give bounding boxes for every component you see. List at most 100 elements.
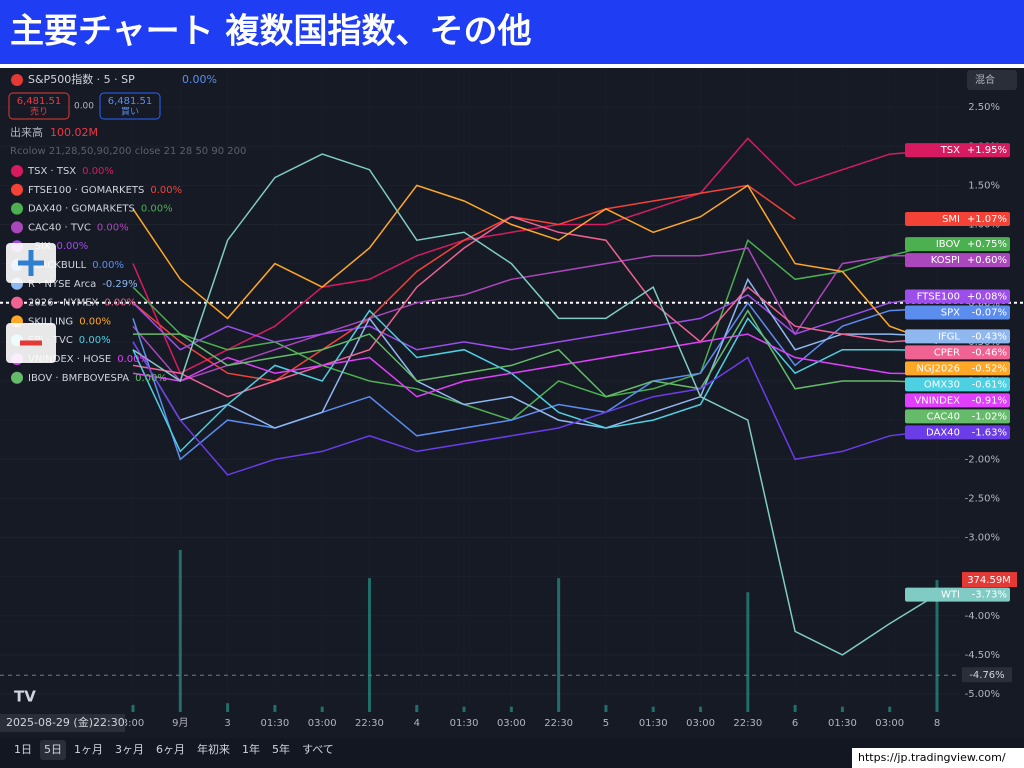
series-tag [905, 212, 1010, 227]
x-tick-label: 8 [934, 718, 940, 729]
legend-value: 0.00% [97, 222, 129, 233]
series-tag-value: +0.08% [967, 291, 1007, 302]
x-tick-label: 03:00 [497, 718, 526, 729]
period-button[interactable]: 1年 [242, 742, 260, 756]
legend-icon [11, 296, 23, 309]
series-tag-name: SPX [941, 307, 960, 318]
volume-tag [962, 572, 1017, 588]
y-tick-label: 2.50% [968, 102, 1000, 113]
x-tick-label: 9月 [172, 717, 188, 729]
period-button[interactable]: 1日 [14, 743, 32, 756]
series-tag-value: -0.61% [972, 379, 1007, 390]
legend-name: VNINDEX · HOSE [28, 354, 111, 365]
y-tick-label: -4.50% [965, 650, 1000, 661]
series-line [132, 153, 938, 656]
source-box [852, 748, 1024, 768]
x-tick-label: 5 [603, 718, 609, 729]
plot: 2.50%2.00%1.50%1.00%0.50%0.00%-0.50%-1.0… [0, 68, 1024, 729]
legend-value: 0.00% [82, 166, 114, 177]
volume-bar [604, 704, 608, 712]
volume-bar [935, 580, 939, 712]
series-line [132, 238, 938, 421]
series-tag-name: IBOV [936, 239, 960, 250]
period-button[interactable]: 6ヶ月 [156, 743, 185, 756]
series-tag-name: SMI [942, 214, 960, 225]
x-tick-label: 01:30 [828, 718, 857, 729]
volume-bar [557, 578, 561, 712]
symbol-change: 0.00% [182, 73, 217, 86]
legend-name: DAX40 · GOMARKETS [28, 204, 135, 215]
series-tag [905, 409, 1010, 424]
legend-value: 0.00% [92, 260, 124, 271]
series-tag-name: OMX30 [924, 379, 960, 390]
x-tick-label: 03:00 [875, 718, 904, 729]
scale-mode: 混合 [975, 73, 995, 86]
price-line-tag [962, 667, 1012, 683]
period-buttons: 1日 5日 1ヶ月 3ヶ月 6ヶ月 年初来 1年 5年 すべて [14, 740, 334, 760]
series-tag-value: +1.95% [967, 145, 1007, 156]
sell-price: 6,481.51 [17, 96, 62, 107]
buy-button[interactable] [99, 92, 161, 120]
series-tag-value: -1.02% [972, 411, 1007, 422]
x-tick-label: 3:00 [122, 718, 144, 729]
series-tag [905, 587, 1010, 602]
legend-name: BLACKBULL [28, 260, 87, 271]
chart-bg [0, 68, 1024, 738]
volume-bar [367, 578, 371, 712]
series-line [132, 333, 938, 398]
period-button[interactable]: 5日 [44, 743, 62, 756]
period-button[interactable]: 5年 [272, 742, 290, 756]
series-tag-value: -0.07% [972, 307, 1007, 318]
scale-mode-button[interactable] [967, 70, 1017, 90]
series-line [132, 341, 938, 476]
period-button[interactable]: すべて [302, 743, 334, 756]
x-tick-label: 03:00 [686, 718, 715, 729]
legend-name: IBOV · BMFBOVESPA [28, 373, 129, 384]
period-active [40, 740, 66, 760]
series-tag-name: VNINDEX [914, 395, 960, 406]
buy-price: 6,481.51 [108, 96, 153, 107]
header-bar [0, 0, 1024, 64]
legend-name: FTSE100 · GOMARKETS [28, 185, 144, 196]
series-tag-value: -0.91% [972, 395, 1007, 406]
y-tick-label: -4.00% [965, 611, 1000, 622]
series-line [132, 184, 938, 345]
crosshair-time: 22:30 [93, 716, 125, 729]
symbol-icon [11, 74, 23, 86]
x-tick-label: 22:30 [733, 718, 762, 729]
period-button[interactable]: 1ヶ月 [74, 743, 103, 756]
volume-label: 出来高 [10, 125, 43, 139]
series-line [132, 277, 938, 429]
legend-value: -0.29% [102, 279, 137, 290]
series-tag [905, 377, 1010, 392]
series-tag [905, 425, 1010, 440]
series-tag [905, 393, 1010, 408]
series-tag [905, 329, 1010, 344]
spread: 0.00 [74, 102, 94, 112]
legend-value: 0.00% [104, 298, 136, 309]
legend-value: 0.00% [135, 373, 167, 384]
series-tag-name: TSX [940, 145, 960, 156]
period-button[interactable]: 3ヶ月 [115, 743, 144, 756]
legend-icon [11, 202, 23, 215]
crosshair-date: 2025-08-29 (金) [6, 715, 93, 729]
series-tag-name: NGJ2026 [916, 363, 960, 374]
sell-button[interactable] [8, 92, 70, 120]
legend-name: 2026 · NYMEX [28, 298, 99, 309]
x-tick-label: 22:30 [355, 718, 384, 729]
y-tick-label: -2.00% [965, 454, 1000, 465]
volume-bar [131, 704, 135, 712]
crosshair-box [0, 714, 125, 732]
volume-bar [840, 706, 844, 712]
symbol: S&P500指数 · 5 · SP [28, 72, 135, 86]
series-line [132, 309, 938, 453]
series-tag-value: +0.60% [967, 255, 1007, 266]
legend-name: CAC40 · TVC [28, 222, 91, 233]
series-tag [905, 361, 1010, 376]
buy-label: 買い [121, 107, 139, 118]
period-button[interactable]: 年初来 [197, 742, 230, 756]
legend-icon [11, 183, 23, 196]
legend-value: 0.00% [150, 185, 182, 196]
series-tag-name: CAC40 [927, 411, 960, 422]
